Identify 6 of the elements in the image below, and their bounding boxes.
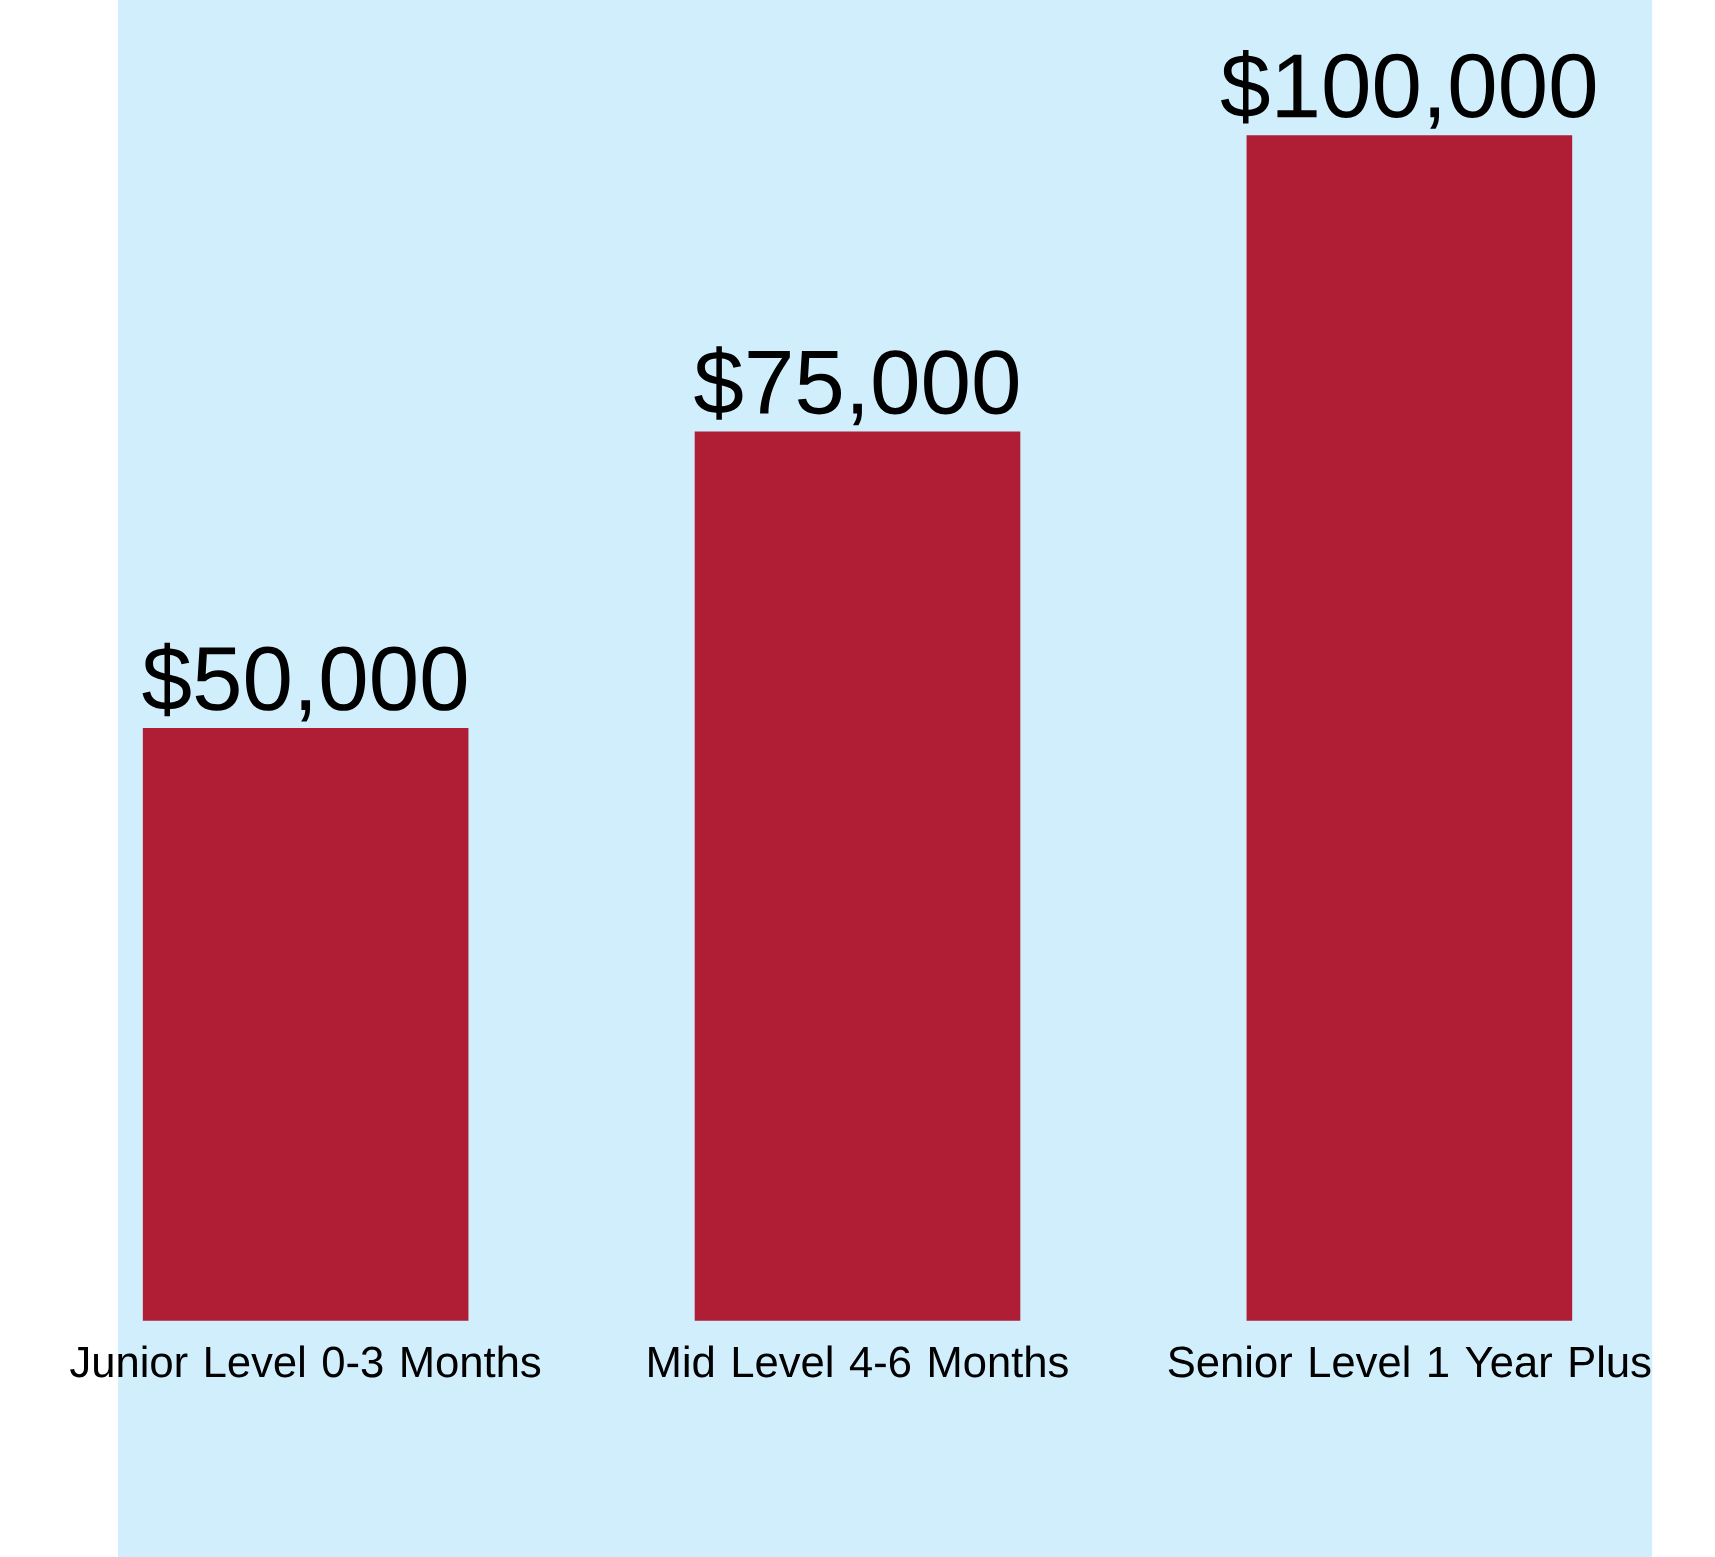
data-label: $75,000 xyxy=(694,346,1018,426)
data-label: $50,000 xyxy=(142,642,467,722)
x-tick-label: Junior Level 0-3 Months xyxy=(70,1345,541,1378)
data-label: $100,000 xyxy=(1221,49,1596,129)
x-tick-label: Mid Level 4-6 Months xyxy=(649,1345,1068,1378)
x-tick-label: Senior Level 1 Year Plus xyxy=(1168,1345,1651,1378)
